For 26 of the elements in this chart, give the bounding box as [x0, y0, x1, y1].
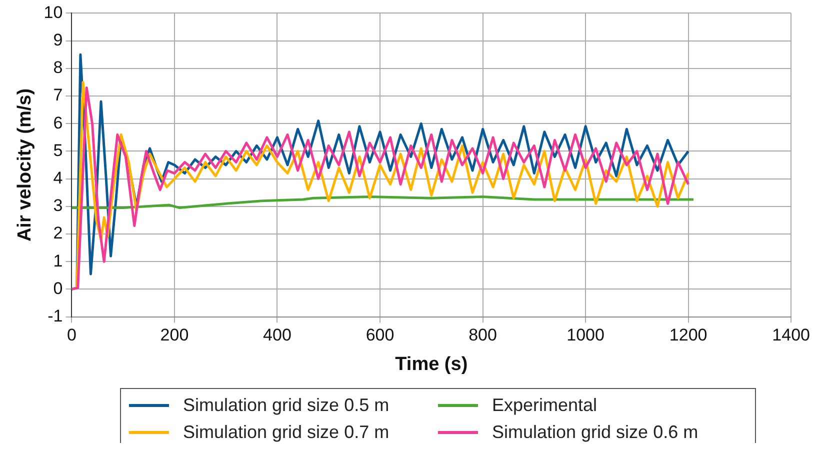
- y-tick-label: 0: [53, 278, 63, 298]
- x-axis-title: Time (s): [395, 354, 468, 375]
- x-tick-label: 0: [66, 326, 76, 345]
- y-tick-label: 2: [53, 224, 63, 243]
- legend-label: Experimental: [492, 395, 598, 416]
- y-tick-label: 7: [53, 86, 63, 105]
- legend-label: Simulation grid size 0.5 m: [183, 395, 390, 416]
- y-tick-label: 3: [53, 196, 63, 216]
- x-tick-label: 400: [263, 326, 292, 345]
- legend-label: Simulation grid size 0.6 m: [492, 422, 698, 443]
- y-axis-title: Air velocity (m/s): [14, 88, 36, 242]
- x-tick-label: 600: [366, 326, 394, 345]
- x-tick-label: 800: [468, 326, 497, 345]
- x-tick-label: 1200: [669, 326, 708, 345]
- y-tick-label: 9: [53, 30, 63, 50]
- legend-label: Simulation grid size 0.7 m: [183, 422, 390, 443]
- y-tick-label: 6: [53, 113, 63, 132]
- x-tick-label: 200: [160, 326, 189, 345]
- y-tick-label: -1: [48, 306, 63, 326]
- x-tick-label: 1400: [772, 326, 810, 345]
- y-tick-label: 10: [44, 2, 63, 22]
- y-tick-label: 5: [53, 140, 63, 160]
- y-tick-label: 8: [53, 58, 63, 78]
- x-tick-label: 1000: [566, 326, 604, 345]
- y-tick-label: 1: [53, 251, 63, 270]
- y-tick-label: 4: [53, 168, 63, 188]
